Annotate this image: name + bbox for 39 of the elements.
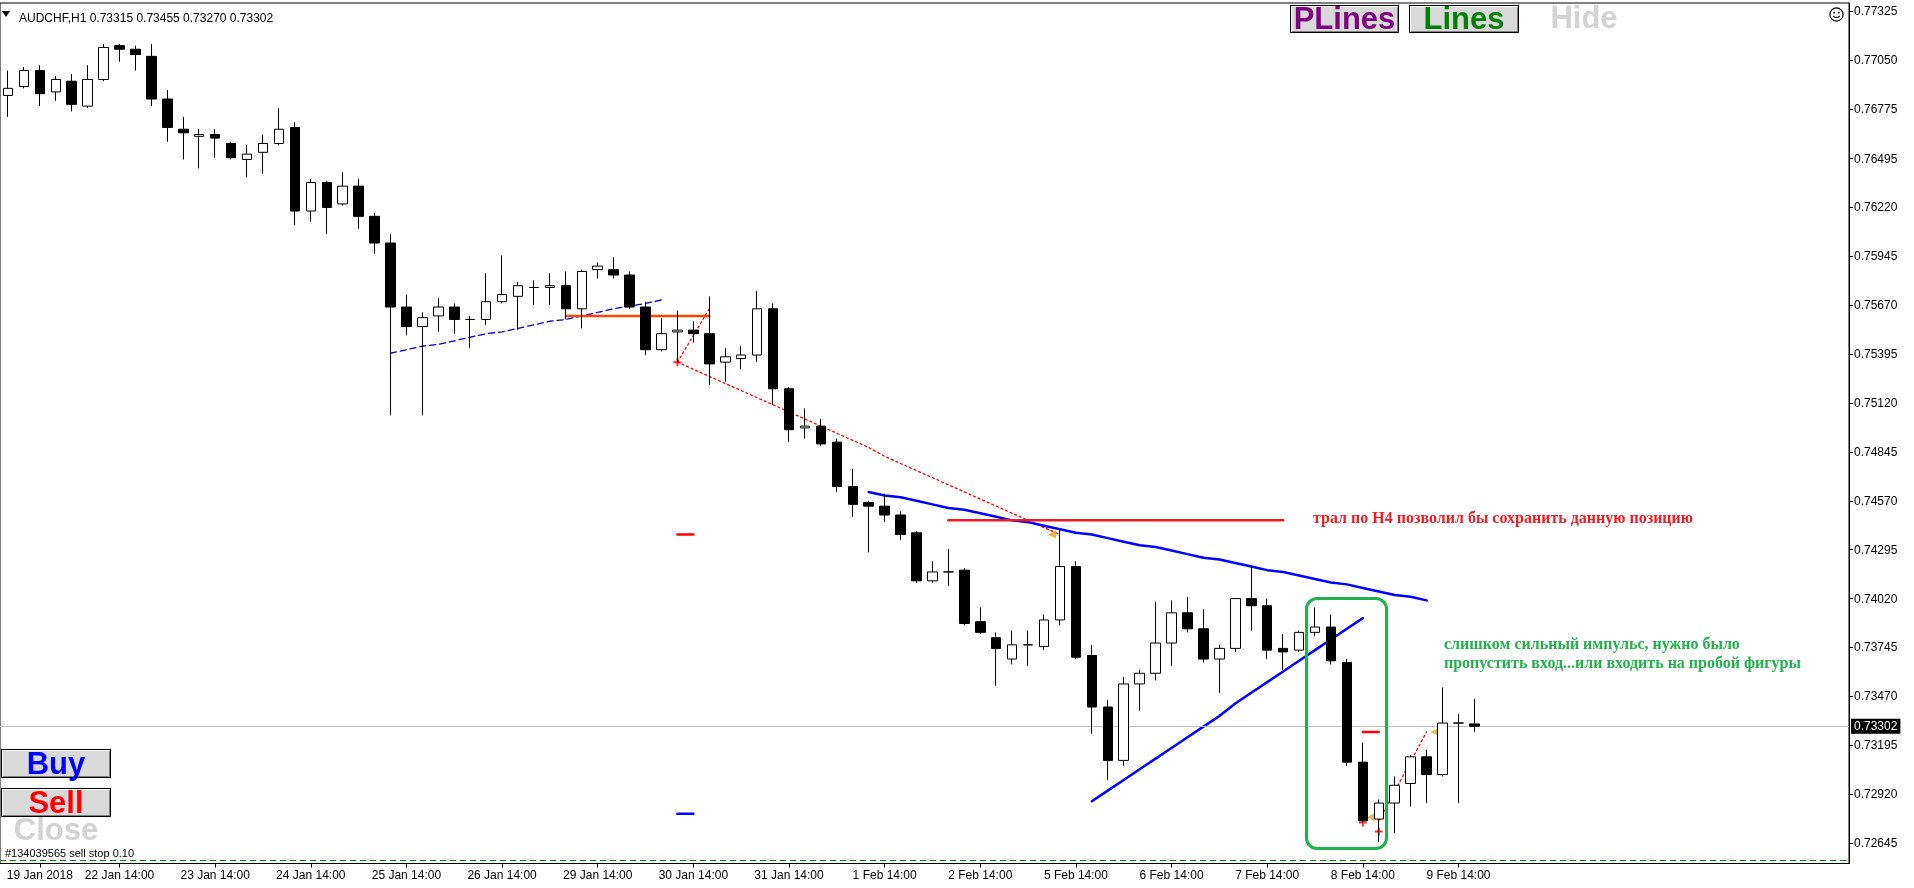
y-tick-label: 0.74845 [1854,444,1898,459]
y-tick-label: 0.75395 [1854,347,1898,362]
x-tick-label: 9 Feb 14:00 [1426,867,1491,882]
x-tick-label: 7 Feb 14:00 [1235,867,1300,882]
y-tick-label: 0.75945 [1854,249,1898,264]
y-tick-label: 0.76220 [1854,200,1898,215]
text: AUDCHF,H1 0.73315 0.73455 0.73270 0.73302 [19,11,274,25]
x-tick-label: 5 Feb 14:00 [1043,867,1109,882]
x-tick-label: 22 Jan 14:00 [84,867,155,882]
y-tick-label: 0.74295 [1854,542,1898,557]
x-tick-label: 1 Feb 14:00 [852,867,917,882]
x-tick-label: 29 Jan 14:00 [563,867,633,882]
y-tick-label: 0.76775 [1854,101,1898,116]
y-tick-label: 0.73470 [1854,689,1898,704]
x-tick-label: 30 Jan 14:00 [658,867,729,882]
y-tick-label: 0.73195 [1854,738,1898,753]
x-tick-label: 25 Jan 14:00 [371,867,442,882]
y-tick-label: 0.72920 [1854,787,1898,802]
x-tick-label: 24 Jan 14:00 [276,867,346,882]
ref-line-label: 0.73302 [1854,719,1898,734]
y-tick-label: 0.72645 [1854,836,1898,851]
x-tick-label: 31 Jan 14:00 [754,867,825,882]
y-tick-label: 0.74570 [1854,493,1898,508]
x-tick-label: 6 Feb 14:00 [1139,867,1204,882]
y-tick-label: 0.76495 [1854,151,1898,166]
y-tick-label: 0.75670 [1854,298,1898,313]
x-tick-label: 8 Feb 14:00 [1330,867,1396,882]
x-tick-label: 2 Feb 14:00 [948,867,1013,882]
annotation: слишком сильный импульс, нужно было пропустить вход...или входить на пробой фигуры [1444,634,1801,672]
x-tick-label: 19 Jan 2018 [6,867,74,882]
x-tick-label: 26 Jan 14:00 [467,867,538,882]
y-tick-label: 0.74020 [1854,591,1898,606]
y-tick-label: 0.73745 [1854,640,1898,655]
annotation: трал по H4 позволил бы сохранить данную позицию [1313,508,1694,527]
y-tick-label: 0.77050 [1854,52,1898,67]
y-tick-label: 0.77325 [1854,4,1898,18]
ref-line-label: #134039565 sell stop 0.10 [5,847,135,860]
x-tick-label: 23 Jan 14:00 [180,867,251,882]
y-tick-label: 0.75120 [1854,396,1898,411]
